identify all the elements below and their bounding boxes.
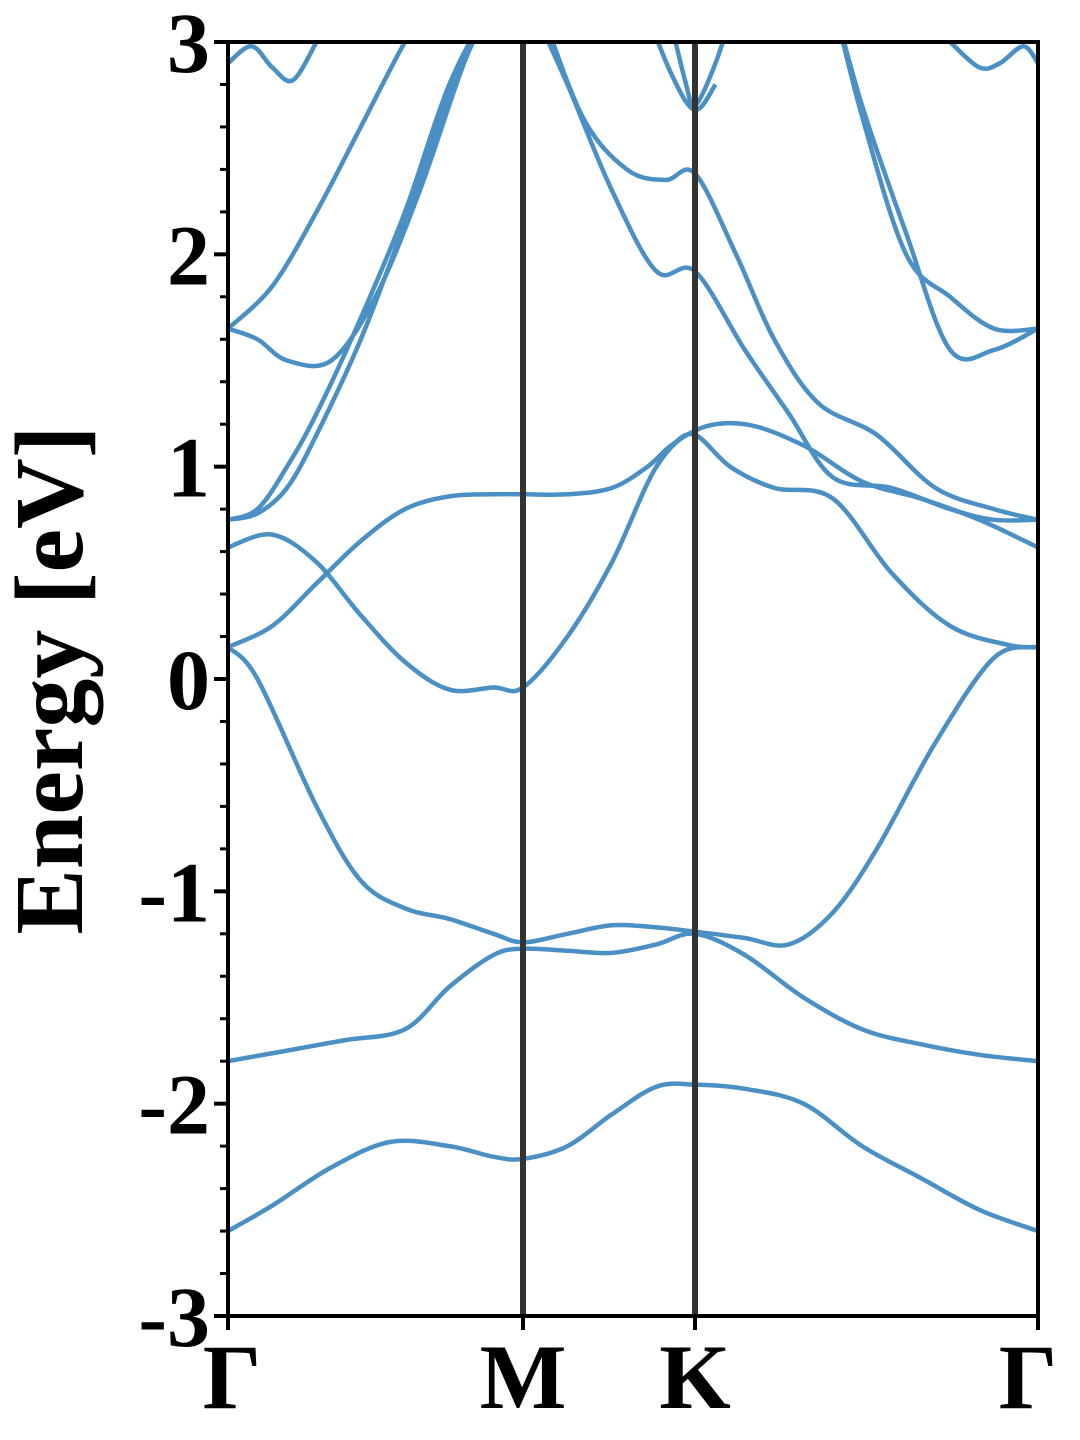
band-line-8 <box>228 42 476 369</box>
band-line-14 <box>841 42 1038 362</box>
y-tick-label: 0 <box>167 632 210 728</box>
band-line-3 <box>228 644 1038 948</box>
band-line-15 <box>840 42 1038 334</box>
y-tick-label: -1 <box>138 844 210 940</box>
band-line-16 <box>228 42 319 84</box>
band-line-13 <box>673 42 726 109</box>
x-tick-label: K <box>659 1326 731 1428</box>
y-tick-label: -3 <box>138 1269 210 1365</box>
band-line-11 <box>550 42 1038 522</box>
x-tick-label: Γ <box>999 1326 1058 1428</box>
band-line-17 <box>948 42 1038 72</box>
band-line-5 <box>228 431 1038 650</box>
y-axis-label: Energy [eV] <box>0 426 104 935</box>
y-tick-label: 3 <box>167 0 210 91</box>
band-line-2 <box>228 931 1038 1064</box>
band-line-9 <box>228 42 408 331</box>
band-line-4 <box>228 420 1038 694</box>
y-tick-label: 1 <box>167 420 210 516</box>
band-line-10 <box>545 42 1038 523</box>
x-tick-label: M <box>480 1326 567 1428</box>
band-line-1 <box>228 1081 1038 1234</box>
y-tick-label: 2 <box>167 207 210 303</box>
band-lines <box>228 42 1038 1234</box>
band-line-7 <box>228 42 476 523</box>
band-line-12 <box>655 42 718 113</box>
band-line-6 <box>228 42 473 522</box>
high-symmetry-lines <box>520 42 698 1316</box>
x-tick-label: Γ <box>203 1326 262 1428</box>
y-axis-ticks: -3 -2 -1 0 1 2 3 <box>138 0 228 1365</box>
y-tick-label: -2 <box>138 1057 210 1153</box>
